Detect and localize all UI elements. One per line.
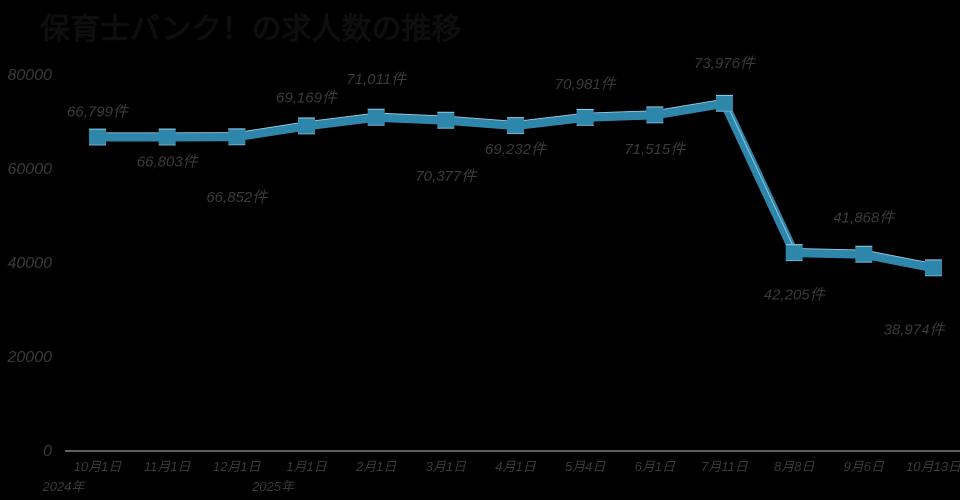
svg-text:38,974件: 38,974件 bbox=[884, 322, 947, 339]
svg-text:9月6日: 9月6日 bbox=[844, 459, 885, 474]
svg-text:4月1日: 4月1日 bbox=[495, 459, 536, 474]
svg-text:3月1日: 3月1日 bbox=[426, 459, 467, 474]
svg-text:73,976件: 73,976件 bbox=[694, 55, 757, 72]
svg-text:42,205件: 42,205件 bbox=[764, 286, 827, 303]
svg-text:69,169件: 69,169件 bbox=[276, 90, 339, 107]
svg-text:11月1日: 11月1日 bbox=[144, 459, 192, 474]
svg-text:8月8日: 8月8日 bbox=[774, 459, 815, 474]
svg-text:66,803件: 66,803件 bbox=[137, 153, 200, 170]
svg-text:70,377件: 70,377件 bbox=[415, 168, 478, 185]
svg-text:80000: 80000 bbox=[8, 67, 53, 84]
svg-text:70,981件: 70,981件 bbox=[555, 76, 618, 93]
svg-text:69,232件: 69,232件 bbox=[485, 141, 548, 158]
svg-text:40000: 40000 bbox=[8, 255, 53, 272]
svg-text:66,852件: 66,852件 bbox=[206, 189, 269, 206]
svg-text:71,011件: 71,011件 bbox=[346, 71, 408, 88]
svg-text:66,799件: 66,799件 bbox=[67, 104, 130, 121]
svg-text:71,515件: 71,515件 bbox=[624, 141, 687, 158]
svg-text:41,868件: 41,868件 bbox=[833, 209, 896, 226]
svg-text:5月4日: 5月4日 bbox=[565, 459, 606, 474]
svg-text:60000: 60000 bbox=[8, 161, 53, 178]
svg-text:6月1日: 6月1日 bbox=[635, 459, 676, 474]
svg-text:1月1日: 1月1日 bbox=[286, 459, 327, 474]
svg-text:10月13日: 10月13日 bbox=[906, 459, 960, 474]
svg-text:10月1日: 10月1日 bbox=[74, 459, 123, 474]
svg-text:2024年: 2024年 bbox=[42, 479, 87, 494]
svg-text:2月1日: 2月1日 bbox=[355, 459, 397, 474]
svg-text:12月1日: 12月1日 bbox=[213, 459, 262, 474]
svg-text:0: 0 bbox=[43, 443, 52, 460]
svg-text:20000: 20000 bbox=[7, 349, 53, 366]
svg-text:7月11日: 7月11日 bbox=[701, 459, 749, 474]
svg-text:2025年: 2025年 bbox=[251, 479, 296, 494]
